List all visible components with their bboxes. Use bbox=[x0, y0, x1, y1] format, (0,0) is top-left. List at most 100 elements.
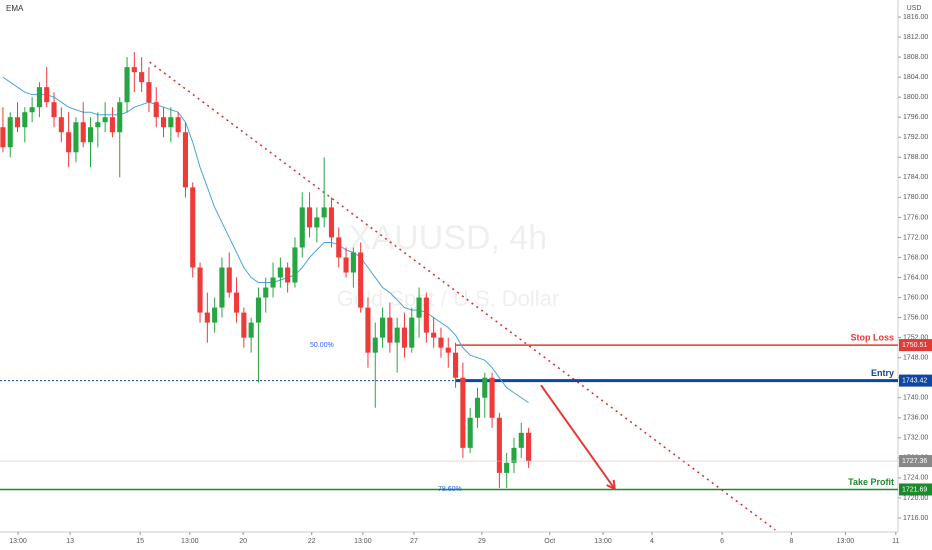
candle-body bbox=[482, 377, 488, 398]
y-tick-label: 1752.00 bbox=[903, 334, 928, 341]
candle-body bbox=[109, 117, 115, 133]
candle-body bbox=[365, 307, 371, 353]
x-tick-label: 4 bbox=[650, 538, 654, 545]
candle-body bbox=[131, 67, 137, 73]
candle-body bbox=[277, 267, 283, 278]
candle-body bbox=[241, 312, 247, 338]
indicator-label: EMA bbox=[6, 4, 24, 13]
candle-body bbox=[168, 117, 174, 128]
candle-body bbox=[343, 257, 349, 273]
y-tick-label: 1804.00 bbox=[903, 74, 928, 81]
candle-body bbox=[124, 67, 130, 103]
candle-body bbox=[489, 377, 495, 418]
candle-body bbox=[7, 117, 13, 148]
candle-body bbox=[263, 287, 269, 298]
price-box-label: 1750.51 bbox=[902, 342, 927, 349]
candle-body bbox=[197, 267, 203, 313]
y-tick-label: 1736.00 bbox=[903, 415, 928, 422]
y-tick-label: 1776.00 bbox=[903, 214, 928, 221]
candle-body bbox=[314, 217, 320, 228]
level-name: Take Profit bbox=[848, 477, 894, 487]
candle-body bbox=[29, 107, 35, 113]
x-tick-label: 15 bbox=[136, 538, 144, 545]
y-tick-label: 1756.00 bbox=[903, 314, 928, 321]
candle-body bbox=[445, 347, 451, 353]
candle-body bbox=[321, 207, 327, 218]
candle-body bbox=[248, 322, 254, 338]
x-tick-label: 27 bbox=[410, 538, 418, 545]
candle-body bbox=[409, 317, 415, 348]
candle-body bbox=[153, 102, 159, 118]
candle-body bbox=[66, 132, 72, 153]
y-tick-label: 1764.00 bbox=[903, 274, 928, 281]
candle-body bbox=[299, 207, 305, 248]
candle-body bbox=[453, 352, 459, 378]
price-box-label: 1721.69 bbox=[902, 486, 927, 493]
x-tick-label: 13:00 bbox=[181, 538, 199, 545]
candle-body bbox=[328, 207, 335, 238]
candle-body bbox=[518, 432, 524, 448]
y-tick-label: 1720.00 bbox=[903, 495, 928, 502]
y-tick-label: 1772.00 bbox=[903, 234, 928, 241]
candle-body bbox=[306, 207, 313, 228]
candle-body bbox=[526, 432, 532, 462]
candle-body bbox=[336, 237, 342, 258]
y-tick-label: 1780.00 bbox=[903, 194, 928, 201]
candle-body bbox=[380, 317, 386, 338]
candle-body bbox=[204, 312, 210, 323]
candle-body bbox=[160, 117, 167, 128]
candle-body bbox=[14, 117, 21, 128]
candle-body bbox=[423, 297, 429, 333]
x-tick-label: 6 bbox=[720, 538, 724, 545]
candle-body bbox=[226, 267, 232, 293]
candle-body bbox=[350, 252, 356, 273]
candle-body bbox=[175, 117, 181, 133]
candle-body bbox=[87, 127, 94, 143]
level-name: Entry bbox=[871, 368, 894, 378]
x-tick-label: 20 bbox=[239, 538, 247, 545]
candle-body bbox=[270, 277, 276, 288]
y-tick-label: 1796.00 bbox=[903, 114, 928, 121]
x-tick-label: 13:00 bbox=[9, 538, 27, 545]
y-tick-label: 1748.00 bbox=[903, 355, 928, 362]
candle-body bbox=[358, 252, 364, 308]
candle-body bbox=[431, 332, 437, 338]
candle-body bbox=[438, 337, 444, 348]
candle-body bbox=[387, 317, 393, 343]
candle-body bbox=[73, 122, 79, 153]
watermark: XAUUSD, 4h bbox=[349, 219, 547, 257]
fib-label: 50.00% bbox=[310, 342, 334, 349]
x-tick-label: 8 bbox=[789, 538, 793, 545]
x-tick-label: Oct bbox=[544, 538, 555, 545]
y-tick-label: 1768.00 bbox=[903, 254, 928, 261]
candle-body bbox=[255, 297, 262, 323]
y-tick-label: 1716.00 bbox=[903, 515, 928, 522]
x-tick-label: 13:00 bbox=[594, 538, 612, 545]
y-tick-label: 1740.00 bbox=[903, 395, 928, 402]
candle-body bbox=[80, 122, 86, 143]
arrow-head bbox=[606, 479, 616, 491]
candle-body bbox=[285, 267, 291, 283]
candle-body bbox=[416, 297, 422, 318]
price-box bbox=[899, 374, 932, 387]
candle-body bbox=[182, 132, 188, 188]
price-box-label: 1743.42 bbox=[902, 377, 927, 384]
trend-line bbox=[149, 61, 776, 531]
candle-body bbox=[292, 247, 298, 283]
candle-body bbox=[22, 112, 28, 128]
candle-body bbox=[212, 307, 218, 323]
y-tick-label: 1760.00 bbox=[903, 294, 928, 301]
y-tick-label: 1788.00 bbox=[903, 154, 928, 161]
candle-body bbox=[394, 327, 400, 343]
x-tick-label: 22 bbox=[308, 538, 316, 545]
candle-body bbox=[139, 72, 145, 83]
currency-label: USD bbox=[907, 5, 922, 12]
y-tick-label: 1784.00 bbox=[903, 174, 928, 181]
candle-body bbox=[233, 292, 240, 313]
y-tick-label: 1732.00 bbox=[903, 435, 928, 442]
candle-body bbox=[372, 337, 378, 353]
y-tick-label: 1724.00 bbox=[903, 475, 928, 482]
price-box bbox=[899, 339, 932, 352]
